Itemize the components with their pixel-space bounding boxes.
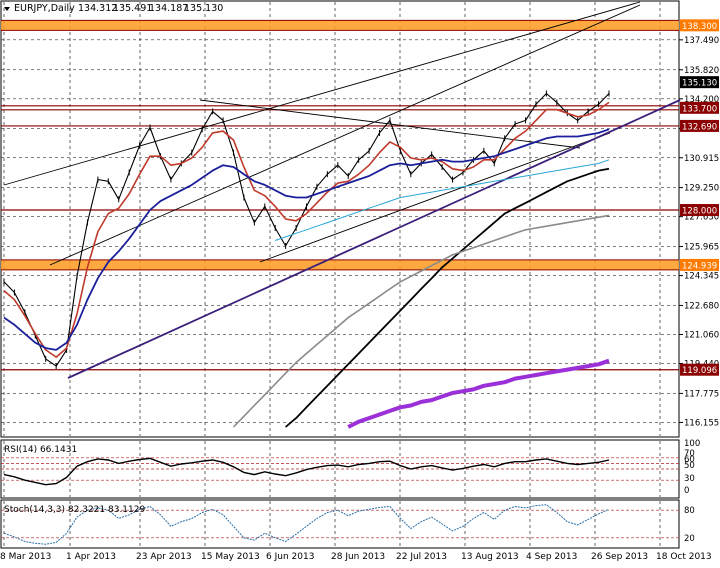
sr-price-label: 132.690 [682,122,717,132]
series-line-ema-slow-blue [275,159,610,241]
price-tick-label: 135.820 [684,66,719,76]
date-tick-label: 23 Apr 2013 [136,552,192,562]
price-tick-label: 121.060 [684,330,719,340]
series-line-ma-purple [347,358,610,429]
sr-price-label: 124.939 [682,261,717,271]
date-tick-label: 18 Oct 2013 [656,552,712,562]
price-tick-label: 125.965 [684,243,719,253]
date-tick-label: 4 Sep 2013 [526,552,577,562]
price-tick-label: 117.775 [684,389,719,399]
rsi-label: RSI(14) 66.1431 [4,445,77,455]
price-tick-label: 134.200 [684,95,719,105]
date-tick-label: 28 Jun 2013 [331,552,385,562]
stoch-panel [0,499,680,549]
horizontal-levels [1,19,679,371]
sr-price-box [680,19,719,32]
sr-price-box [680,101,719,114]
current-price-box [680,76,719,89]
indicator-level-label: 60 [684,455,695,465]
date-tick-label: 1 Apr 2013 [66,552,116,562]
symbol-label: EURJPY,Daily [14,3,75,14]
channel-mid-line [49,4,641,266]
trend-lines [3,1,681,379]
price-tick-label: 130.915 [684,154,719,164]
axis-labels: 8 Mar 2013 1 Apr 2013 23 Apr 2013 15 May 20… [0,19,719,562]
indicator-level-label: 70 [684,449,695,459]
indicator-series [1,457,679,545]
grid-lines [1,2,679,547]
price-tick-label: 129.250 [684,184,719,194]
sr-price-label: 119.096 [682,366,717,376]
indicator-level-label: 100 [684,439,700,449]
stoch-label: Stoch(14,3,3) 82.3221 83.1129 [4,505,145,515]
date-tick-label: 13 Aug 2013 [461,552,519,562]
price-tick-label: 137.490 [684,36,719,46]
channel-lower-line [259,132,611,263]
chart-header: EURJPY,Daily 134.312 135.491 134.187 135… [4,3,223,515]
indicator-level-label: 30 [684,474,695,484]
indicator-level-label: 20 [684,534,695,544]
series-line-ema-mid [3,128,610,351]
date-tick-label: 15 May 2013 [201,552,260,562]
triangle-upper-line [199,99,581,149]
sr-price-box [680,363,719,376]
sr-price-box [680,204,719,217]
channel-upper-line [3,1,641,186]
indicator-level-label: 80 [684,506,695,516]
sr-band [1,259,679,270]
price-tick-label: 127.630 [684,213,719,223]
price-series [3,90,610,429]
rsi-line [3,457,610,486]
indicator-level-label: 0 [684,486,689,496]
ohlc-close: 135.130 [184,3,223,14]
price-tick-label: 116.155 [684,418,719,428]
ohlc-low: 134.187 [149,3,188,14]
sr-price-label: 133.700 [682,104,717,114]
date-tick-label: 26 Sep 2013 [591,552,648,562]
indicator-level-label: 50 [684,461,695,471]
series-line-ma-gray [232,214,610,428]
support-trendline [67,99,681,379]
sr-price-label: 128.000 [682,207,717,217]
series-line-ema-fast [3,101,610,358]
date-tick-label: 6 Jun 2013 [266,552,314,562]
ohlc-high: 135.491 [113,3,152,14]
sr-price-box [680,258,719,271]
current-price-label: 135.130 [682,79,717,89]
price-panel [0,0,680,438]
price-tick-label: 122.680 [684,301,719,311]
stoch-line [3,504,610,545]
sr-price-box [680,119,719,132]
sr-band [1,20,679,31]
series-line-ma-black [285,167,610,428]
ohlc-open: 134.312 [78,3,117,14]
price-tick-label: 124.345 [684,272,719,282]
sr-price-label: 138.300 [682,22,717,32]
date-tick-label: 22 Jul 2013 [396,552,447,562]
date-tick-label: 8 Mar 2013 [0,552,51,562]
collapse-icon[interactable] [4,7,10,11]
